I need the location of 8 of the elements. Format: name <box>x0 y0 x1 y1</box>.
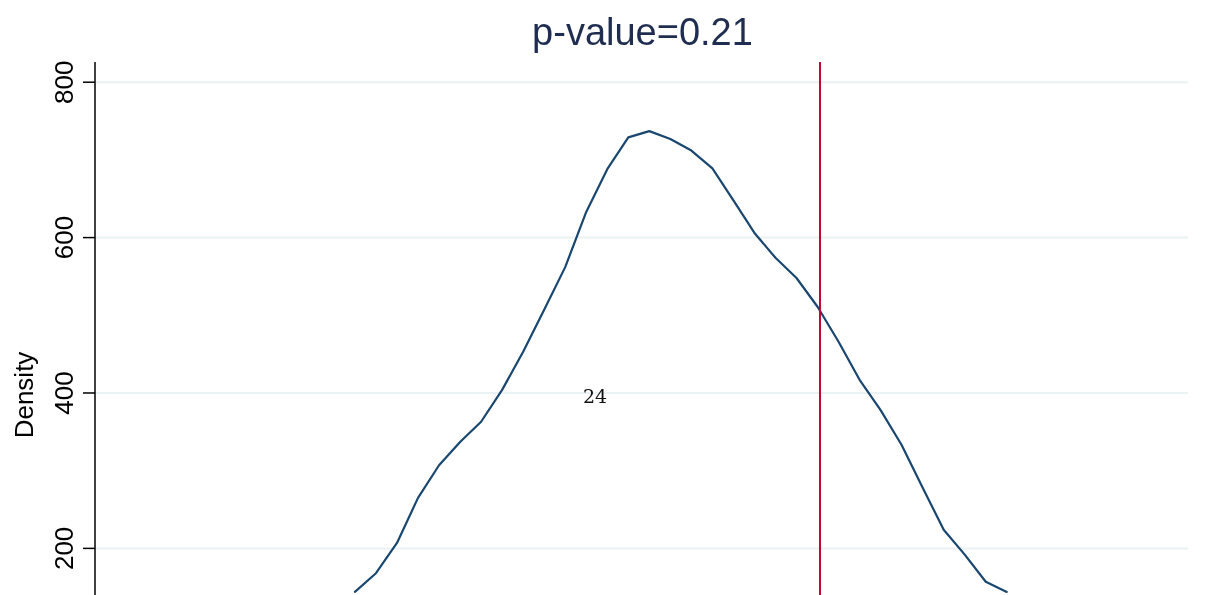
chart-title: p-value=0.21 <box>532 11 753 53</box>
line-series <box>353 130 1008 593</box>
y-axis-title: Density <box>9 351 39 439</box>
y-tick-label: 600 <box>49 215 79 260</box>
y-tick-label: 200 <box>49 526 79 571</box>
y-tick-label: 400 <box>49 371 79 415</box>
y-tick-label: 800 <box>49 60 79 104</box>
annotation: 24 <box>582 384 608 407</box>
